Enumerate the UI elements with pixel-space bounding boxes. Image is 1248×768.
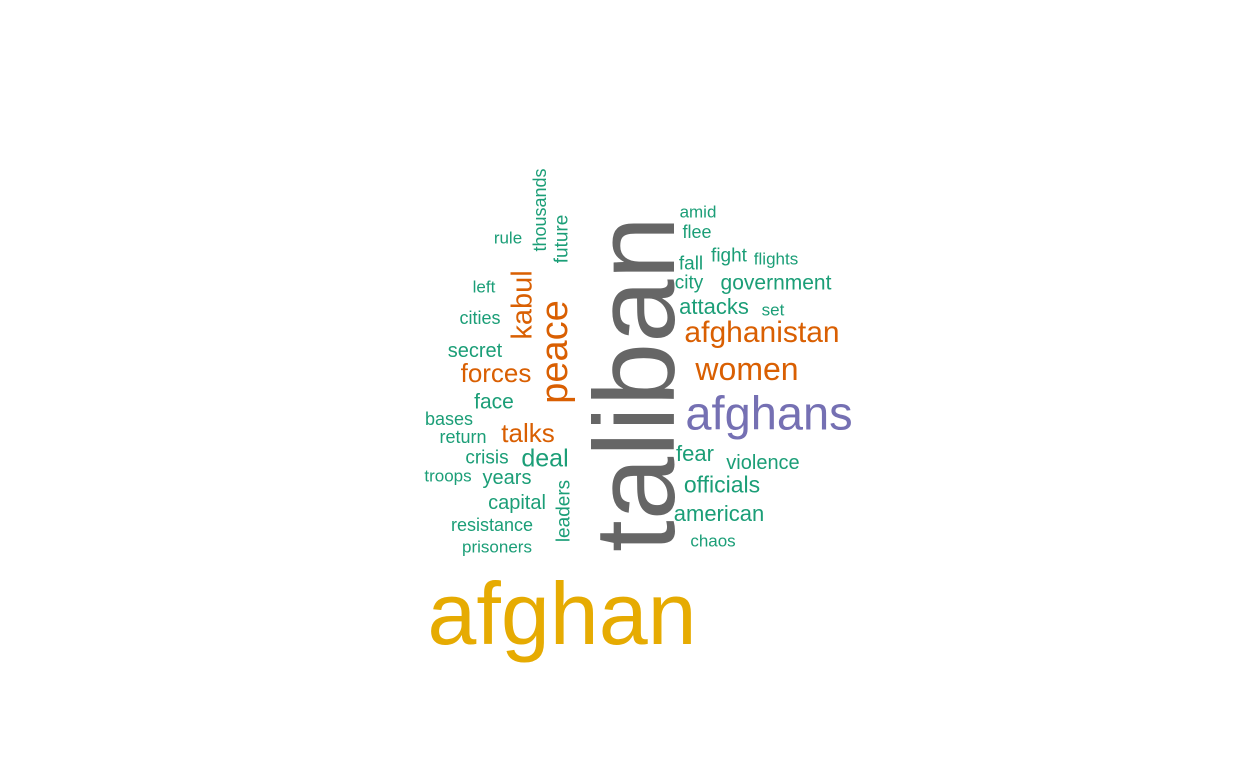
word-officials: officials [683,471,761,498]
word-years: years [482,467,532,489]
word-forces: forces [460,358,532,388]
word-thousands: thousands [530,168,550,252]
word-future: future [551,214,573,264]
word-flee: flee [682,222,712,242]
word-talks: talks [501,418,555,448]
word-afghanistan: afghanistan [684,316,840,349]
word-fear: fear [676,441,714,466]
word-secret: secret [447,340,503,362]
word-peace: peace [534,300,576,404]
word-bases: bases [424,409,474,429]
word-capital: capital [488,492,546,514]
word-government: government [720,271,832,295]
word-women: women [695,351,799,387]
word-face: face [474,390,514,414]
word-amid: amid [679,202,717,222]
word-crisis: crisis [465,447,509,469]
word-return: return [439,427,487,447]
word-american: american [673,501,765,526]
word-cities: cities [459,308,501,328]
word-troops: troops [424,466,472,486]
word-rule: rule [493,228,523,248]
word-leaders: leaders [553,479,575,543]
word-resistance: resistance [450,515,534,535]
word-deal: deal [521,444,569,473]
word-attacks: attacks [679,294,749,319]
word-kabul: kabul [506,270,539,340]
word-afghans: afghans [685,386,853,440]
word-chaos: chaos [690,531,736,551]
word-flights: flights [753,249,799,269]
word-prisoners: prisoners [462,537,532,557]
word-fall: fall [678,253,704,275]
word-fight: fight [711,245,747,267]
word-city: city [674,272,704,294]
word-set: set [761,300,785,320]
word-violence: violence [726,452,800,474]
word-afghan: afghan [427,564,697,663]
word-left: left [472,277,496,297]
